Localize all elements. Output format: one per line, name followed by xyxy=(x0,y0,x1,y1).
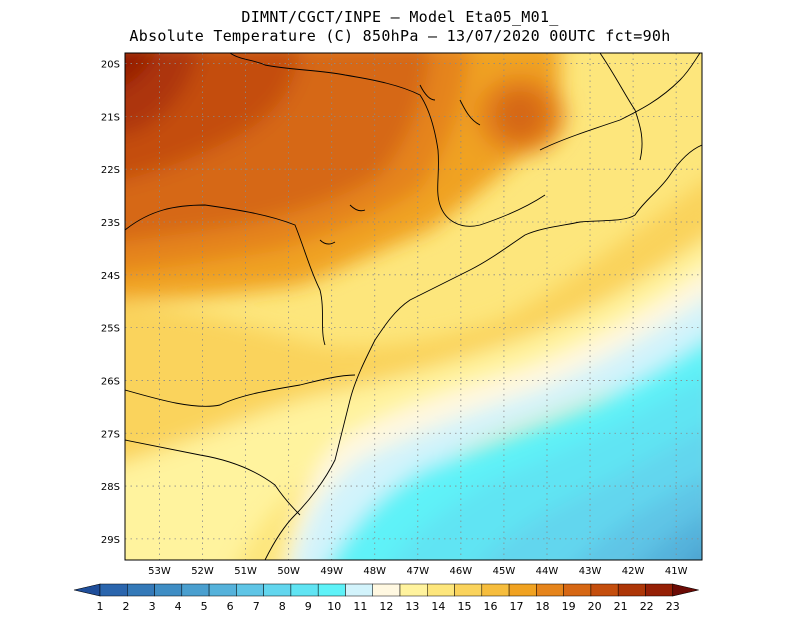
colorbar-segment xyxy=(563,583,592,597)
colorbar-tick-label: 10 xyxy=(327,600,341,613)
colorbar-tick-label: 18 xyxy=(536,600,550,613)
lon-tick-label: 43W xyxy=(579,566,602,577)
colorbar-tick-label: 8 xyxy=(279,600,286,613)
colorbar-segment xyxy=(127,583,155,597)
colorbar-tick-label: 2 xyxy=(123,600,130,613)
colorbar-tick-label: 6 xyxy=(227,600,234,613)
colorbar-segment xyxy=(427,583,455,597)
colorbar-tick-label: 11 xyxy=(353,600,367,613)
colorbar: 1 2 3 4 5 6 7 8 9 10 11 12 13 14 15 16 17 18 19 20 21 22 23 xyxy=(73,583,699,613)
latitude-labels: 20S 21S 22S 23S 24S 25S 26S 27S 28S 29S xyxy=(101,60,120,546)
lon-tick-label: 42W xyxy=(622,566,645,577)
lat-tick-label: 22S xyxy=(101,165,120,176)
lon-tick-label: 53W xyxy=(148,566,171,577)
colorbar-tick-label: 19 xyxy=(562,600,576,613)
colorbar-segment xyxy=(590,583,619,597)
lon-tick-label: 50W xyxy=(277,566,300,577)
colorbar-segment xyxy=(617,583,646,597)
temperature-field xyxy=(125,53,702,560)
colorbar-tick-label: 4 xyxy=(175,600,182,613)
colorbar-segment xyxy=(454,583,483,597)
colorbar-segment xyxy=(645,583,673,597)
lon-tick-label: 47W xyxy=(406,566,429,577)
lat-tick-label: 27S xyxy=(101,429,120,440)
colorbar-tick-label: 9 xyxy=(305,600,312,613)
lon-tick-label: 51W xyxy=(234,566,257,577)
colorbar-tick-label: 3 xyxy=(149,600,156,613)
colorbar-arrow-low xyxy=(73,583,101,597)
lon-tick-label: 52W xyxy=(191,566,214,577)
colorbar-segment xyxy=(236,583,264,597)
colorbar-tick-label: 7 xyxy=(253,600,260,613)
title-line-1: DIMNT/CGCT/INPE – Model Eta05_M01_ xyxy=(241,8,559,26)
lat-tick-label: 24S xyxy=(101,271,120,282)
colorbar-segment xyxy=(508,583,537,597)
colorbar-segment xyxy=(99,583,128,597)
colorbar-segment xyxy=(481,583,510,597)
lat-tick-label: 28S xyxy=(101,482,120,493)
colorbar-segment xyxy=(372,583,401,597)
gridlines xyxy=(125,53,702,560)
colorbar-tick-label: 1 xyxy=(97,600,104,613)
lon-tick-label: 44W xyxy=(536,566,559,577)
colorbar-tick-label: 17 xyxy=(510,600,524,613)
colorbar-segment xyxy=(536,583,564,597)
colorbar-tick-label: 16 xyxy=(483,600,497,613)
lon-tick-label: 41W xyxy=(665,566,688,577)
lat-tick-label: 23S xyxy=(101,218,120,229)
lat-tick-label: 25S xyxy=(101,324,120,335)
colorbar-tick-label: 12 xyxy=(379,600,393,613)
longitude-labels: 53W 52W 51W 50W 49W 48W 47W 46W 45W 44W 43W 42W 41W xyxy=(148,566,687,577)
colorbar-tick-label: 15 xyxy=(457,600,471,613)
colorbar-tick-label: 5 xyxy=(201,600,208,613)
plot-frame xyxy=(124,52,703,561)
lon-tick-label: 48W xyxy=(363,566,386,577)
title-line-2: Absolute Temperature (C) 850hPa – 13/07/… xyxy=(129,27,671,45)
lat-tick-label: 29S xyxy=(101,535,120,546)
lon-tick-label: 46W xyxy=(450,566,473,577)
coastline-borders xyxy=(125,53,702,560)
colorbar-tick-label: 14 xyxy=(431,600,445,613)
colorbar-tick-label: 13 xyxy=(405,600,419,613)
lon-tick-label: 49W xyxy=(320,566,343,577)
lon-tick-label: 45W xyxy=(493,566,516,577)
colorbar-arrow-high xyxy=(672,583,699,597)
colorbar-tick-label: 21 xyxy=(614,600,628,613)
colorbar-segment xyxy=(263,583,292,597)
colorbar-tick-label: 23 xyxy=(666,600,680,613)
colorbar-tick-label: 20 xyxy=(588,600,602,613)
colorbar-segment xyxy=(317,583,346,597)
colorbar-segment xyxy=(208,583,237,597)
colorbar-segment xyxy=(290,583,319,597)
colorbar-segment xyxy=(345,583,373,597)
colorbar-segment xyxy=(399,583,428,597)
lat-tick-label: 20S xyxy=(101,60,120,71)
colorbar-segment xyxy=(154,583,183,597)
lat-tick-label: 26S xyxy=(101,376,120,387)
lat-tick-label: 21S xyxy=(101,112,120,123)
colorbar-segment xyxy=(181,583,210,597)
colorbar-tick-label: 22 xyxy=(640,600,654,613)
